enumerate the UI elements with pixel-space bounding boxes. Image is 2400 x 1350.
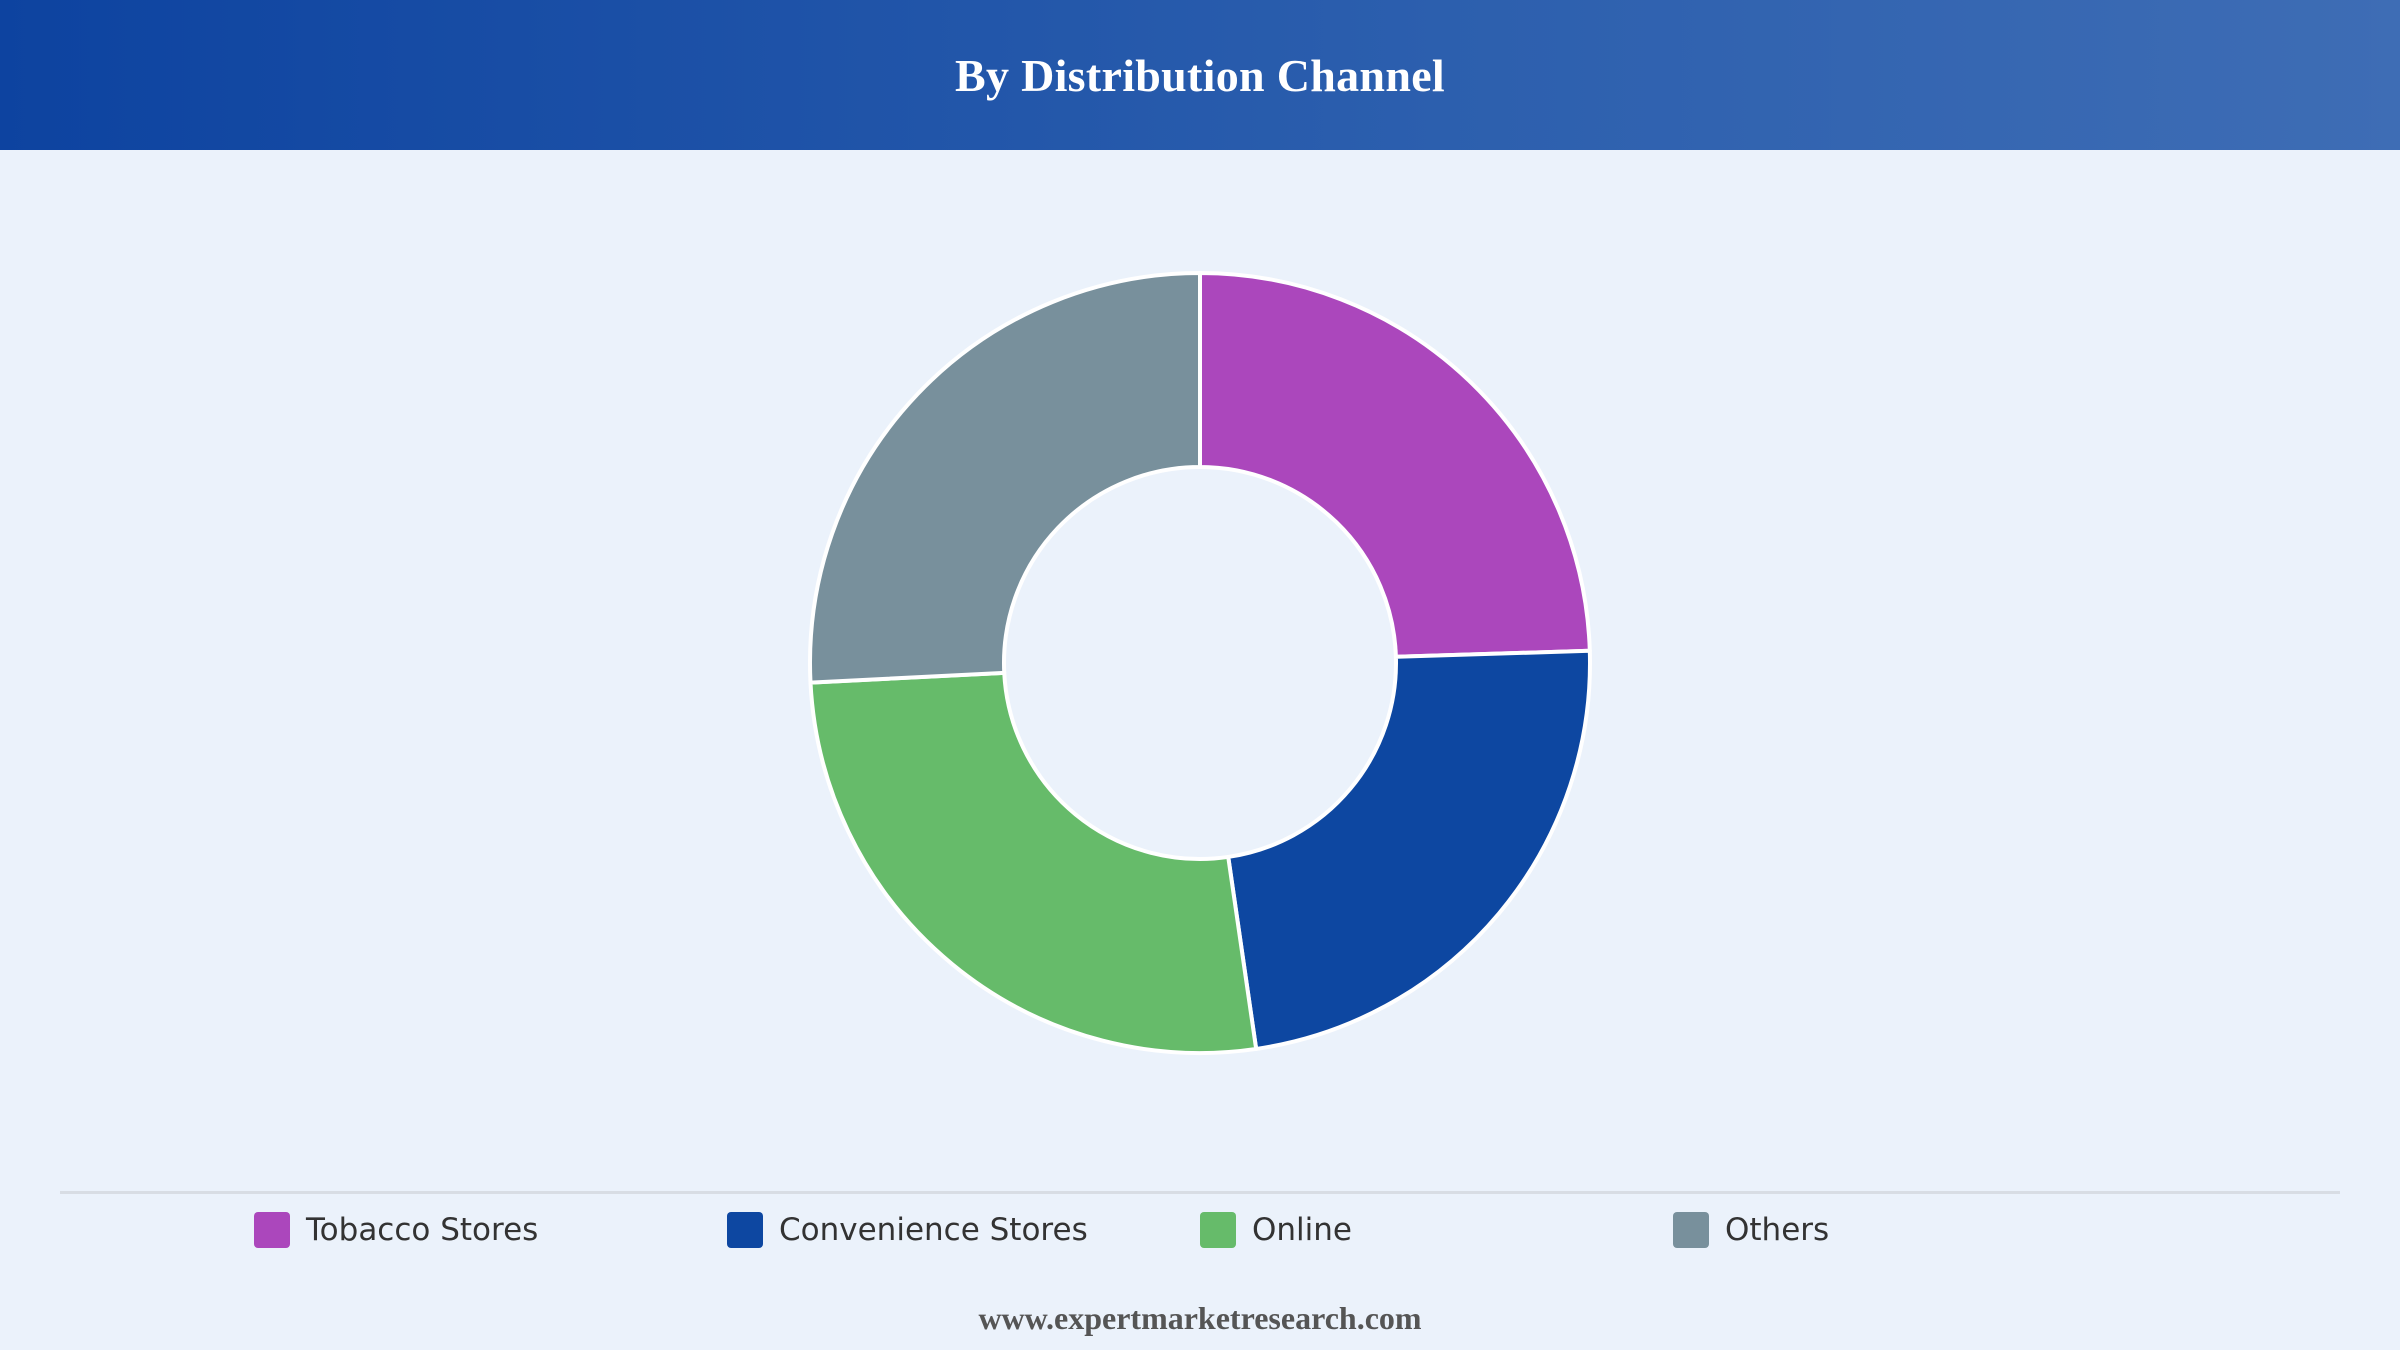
legend-swatch	[254, 1212, 290, 1248]
legend-swatch	[1200, 1212, 1236, 1248]
donut-slice-others[interactable]	[808, 271, 1202, 685]
legend-item-others[interactable]: Others	[1673, 1208, 1829, 1252]
legend-label: Online	[1252, 1212, 1352, 1248]
legend-label: Others	[1725, 1212, 1830, 1248]
chart-area	[0, 150, 2400, 1190]
donut-slice-tobacco-stores[interactable]	[1198, 271, 1592, 659]
chart-header: By Distribution Channel	[0, 0, 2400, 150]
legend-item-online[interactable]: Online	[1200, 1208, 1352, 1252]
legend-swatch	[727, 1212, 763, 1248]
legend-label: Tobacco Stores	[306, 1212, 539, 1248]
donut-slice-convenience-stores[interactable]	[1226, 648, 1592, 1051]
donut-chart	[808, 271, 1592, 1055]
donut-slice-online[interactable]	[808, 670, 1259, 1055]
chart-title: By Distribution Channel	[954, 49, 1445, 101]
legend-divider	[60, 1191, 2340, 1194]
legend-item-tobacco-stores[interactable]: Tobacco Stores	[254, 1208, 538, 1252]
legend-item-convenience-stores[interactable]: Convenience Stores	[727, 1208, 1088, 1252]
legend-label: Convenience Stores	[779, 1212, 1088, 1248]
legend-swatch	[1673, 1212, 1709, 1248]
legend: Tobacco Stores Convenience Stores Online…	[0, 1208, 2400, 1252]
source-footer: www.expertmarketresearch.com	[978, 1300, 1422, 1336]
